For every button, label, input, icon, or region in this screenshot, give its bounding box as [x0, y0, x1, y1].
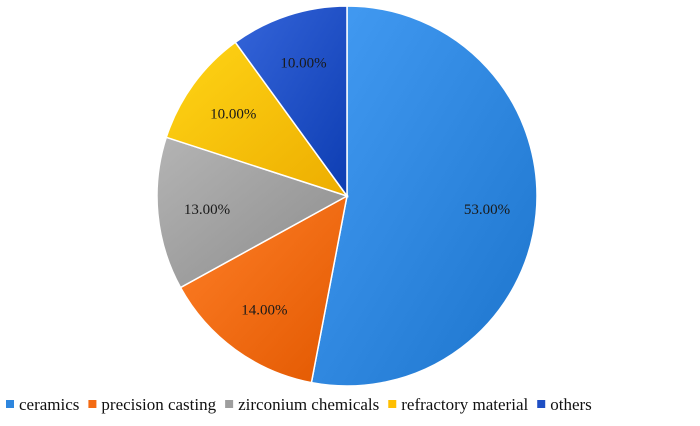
slice-label-others: 10.00%: [280, 55, 326, 71]
legend-item-ceramics: ceramics: [6, 395, 79, 414]
legend-label: refractory material: [401, 395, 528, 414]
legend-swatch: [537, 400, 546, 408]
pie-slice-zirconium-chemicals: [156, 136, 349, 289]
legend-label: others: [550, 395, 592, 414]
legend-swatch: [225, 400, 234, 408]
slice-label-ceramics: 53.00%: [464, 202, 510, 218]
legend-swatch: [6, 400, 14, 408]
slice-labels: 53.00% 14.00% 13.00% 10.00% 10.00%: [184, 55, 510, 318]
pie-slice-precision-casting: [179, 194, 349, 384]
legend-item-others: others: [537, 395, 592, 414]
slice-label-refractory-material: 10.00%: [210, 106, 256, 122]
pie-slice-others: [234, 5, 348, 199]
slice-label-precision-casting: 14.00%: [241, 303, 287, 319]
legend-label: precision casting: [101, 395, 216, 414]
legend-item-refractory-material: refractory material: [388, 395, 528, 414]
legend-label: ceramics: [19, 395, 79, 414]
pie-slice-refractory-material: [165, 41, 349, 198]
legend-swatch: [388, 400, 397, 408]
pie-slice-ceramics: [310, 5, 538, 387]
legend: ceramics precision casting zirconium chemi…: [6, 395, 592, 414]
pie-slices: [156, 5, 538, 387]
slice-label-zirconium-chemicals: 13.00%: [184, 202, 230, 218]
legend-item-precision-casting: precision casting: [88, 395, 217, 414]
legend-swatch: [88, 400, 97, 408]
legend-label: zirconium chemicals: [238, 395, 379, 414]
legend-item-zirconium-chemicals: zirconium chemicals: [225, 395, 379, 414]
